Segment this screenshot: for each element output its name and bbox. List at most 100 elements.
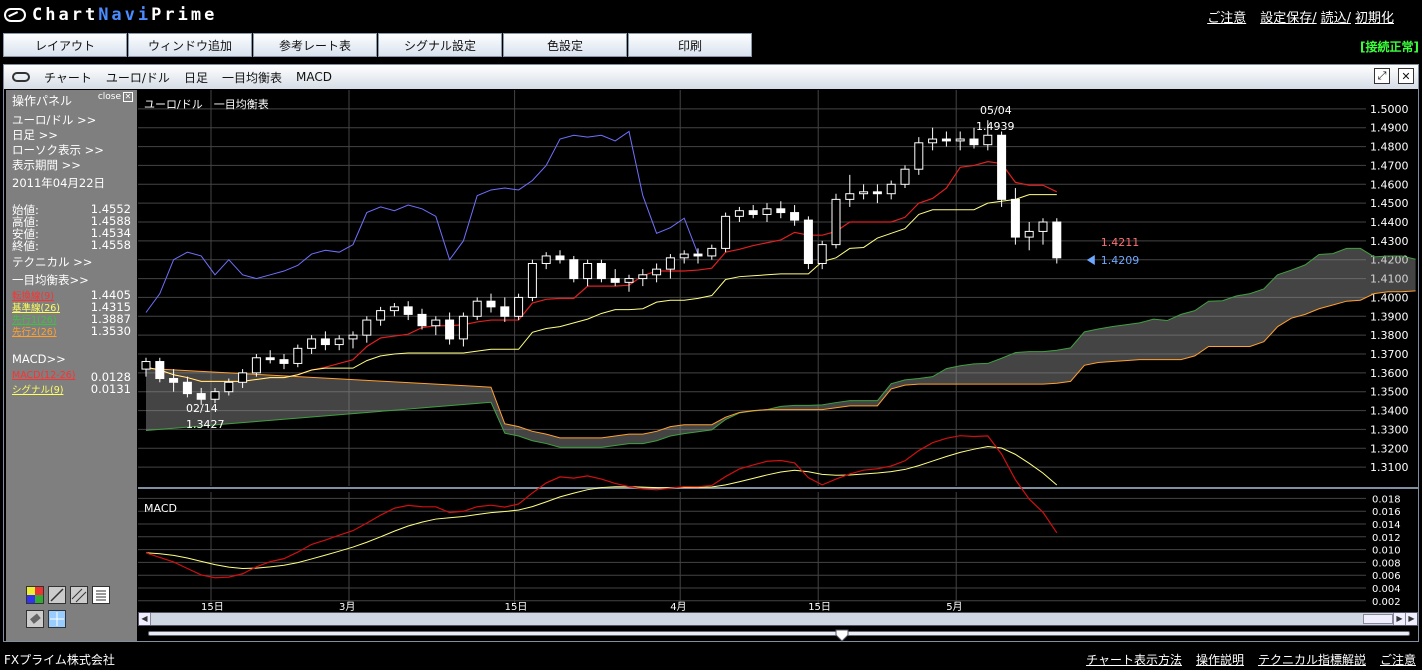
print-button[interactable]: 印刷 — [628, 33, 752, 57]
candle-body — [596, 262, 606, 280]
macd-label: MACD(12-26) — [12, 370, 76, 381]
candle-body — [555, 255, 565, 261]
price-tick-label: 1.3800 — [1370, 329, 1409, 342]
price-tick-label: 1.5000 — [1370, 103, 1409, 116]
candle-body — [665, 257, 675, 270]
timeframe-link[interactable]: 日足 >> — [12, 128, 58, 142]
candle-body — [734, 210, 744, 217]
scroll-end-icon[interactable]: ▶ — [1405, 613, 1417, 625]
parallel-line-icon[interactable] — [70, 586, 88, 604]
title-indicator: 一目均衡表 — [221, 70, 282, 85]
close-label: 終値: — [12, 239, 39, 253]
main-plot-bg — [138, 90, 1418, 488]
candle-body — [320, 338, 330, 346]
text-tool-icon[interactable] — [92, 586, 110, 604]
slider-handle[interactable] — [835, 627, 849, 642]
candle-body — [610, 278, 620, 283]
candle-body — [224, 381, 234, 393]
caution-link[interactable]: ご注意 — [1207, 11, 1247, 26]
candle-body — [527, 262, 537, 298]
technical-link[interactable]: テクニカル >> — [12, 255, 93, 269]
date-tick-label: 5月 — [946, 601, 962, 612]
scroll-thumb[interactable] — [1363, 614, 1393, 624]
save-settings-link[interactable]: 設定保存/ — [1260, 11, 1317, 26]
date-tick-label: 15日 — [808, 602, 831, 612]
price-tick-label: 1.4900 — [1370, 122, 1409, 135]
senkou-span2-line — [145, 290, 1416, 439]
candle-body — [679, 253, 689, 259]
price-tick-label: 1.4800 — [1370, 141, 1409, 154]
candle-body — [583, 262, 593, 280]
add-window-button[interactable]: ウィンドウ追加 — [128, 33, 252, 57]
chart-scrollbar[interactable]: ◀ ▶ ▶ — [138, 612, 1418, 626]
connection-status: [接続正常] — [1360, 40, 1419, 54]
macd-line — [145, 435, 1058, 579]
macd-link[interactable]: MACD>> — [12, 352, 66, 366]
high-value: 1.4588 — [90, 214, 131, 228]
operation-help-link[interactable]: 操作説明 — [1195, 653, 1244, 667]
macd-tick-label: 0.014 — [1372, 520, 1401, 531]
senkou2-value: 1.3530 — [90, 324, 131, 338]
restore-icon[interactable]: ⤢ — [1374, 68, 1390, 84]
candle-body — [983, 134, 993, 146]
candle-body — [431, 319, 441, 327]
last-price-marker — [1086, 255, 1095, 265]
candle-body — [210, 391, 220, 400]
candle-body — [707, 247, 717, 257]
signal-settings-button[interactable]: シグナル設定 — [378, 33, 502, 57]
price-tick-label: 1.3100 — [1370, 461, 1409, 474]
palette-icon[interactable] — [26, 586, 44, 604]
candle-body — [1038, 221, 1048, 232]
candle-body — [859, 191, 869, 195]
reference-rate-button[interactable]: 参考レート表 — [253, 33, 377, 57]
scroll-left-icon[interactable]: ◀ — [139, 613, 151, 625]
candle-body — [831, 198, 841, 246]
signal-value: 0.0131 — [90, 382, 131, 396]
last-price-label: 1.4209 — [1101, 254, 1140, 267]
load-link[interactable]: 読込/ — [1320, 11, 1351, 26]
candle-body — [914, 142, 924, 170]
caution-footer-link[interactable]: ご注意 — [1379, 653, 1416, 667]
panel-close-button[interactable]: close ✕ — [98, 92, 133, 102]
period-link[interactable]: 表示期間 >> — [12, 158, 81, 172]
candle-body — [238, 372, 248, 383]
zoom-slider[interactable] — [138, 627, 1418, 642]
technical-help-link[interactable]: テクニカル指標解説 — [1257, 653, 1366, 667]
chart-canvas[interactable]: 1.5000 1.4900 1.4800 1.4700 1.4600 1.4500 1.44… — [138, 90, 1418, 612]
macd-tick-label: 0.018 — [1372, 494, 1401, 505]
crosshair-icon[interactable] — [48, 610, 66, 628]
low-label: 安値: — [12, 227, 39, 241]
senkou2-label: 先行2(26) — [12, 327, 57, 338]
senkou1-label: 先行1(26) — [12, 315, 57, 326]
signal-line — [145, 446, 1058, 569]
price-tick-label: 1.3600 — [1370, 367, 1409, 380]
price-tick-label: 1.4300 — [1370, 235, 1409, 248]
macd-tick-label: 0.010 — [1372, 546, 1401, 557]
chart-window-titlebar[interactable]: チャート ユーロ/ドル 日足 一目均衡表 MACD — [4, 65, 1418, 89]
close-icon[interactable]: ✕ — [1398, 68, 1414, 84]
macd-tick-label: 0.016 — [1372, 507, 1401, 518]
ichimoku-link[interactable]: 一目均衡表>> — [12, 273, 89, 287]
tenkan-label: 転換線(9) — [12, 291, 54, 302]
scroll-right-icon[interactable]: ▶ — [1393, 613, 1405, 625]
eraser-icon[interactable] — [26, 610, 44, 628]
color-settings-button[interactable]: 色設定 — [503, 33, 627, 57]
app-logo: ChartNaviPrime — [4, 4, 217, 26]
slider-track — [148, 631, 1410, 636]
price-tick-label: 1.4500 — [1370, 197, 1409, 210]
candle-body — [251, 357, 261, 374]
chart-display-help-link[interactable]: チャート表示方法 — [1086, 653, 1182, 667]
line-tool-icon[interactable] — [48, 586, 66, 604]
macd-tick-label: 0.008 — [1372, 558, 1401, 569]
panel-date: 2011年04月22日 — [12, 176, 106, 190]
pair-link[interactable]: ユーロ/ドル >> — [12, 113, 97, 127]
candle-link[interactable]: ローソク表示 >> — [12, 143, 104, 157]
initialize-link[interactable]: 初期化 — [1354, 11, 1394, 26]
candle-body — [955, 138, 965, 142]
layout-button[interactable]: レイアウト — [3, 33, 127, 57]
title-subindicator: MACD — [295, 70, 332, 84]
candle-body — [790, 212, 800, 221]
title-chart: チャート — [44, 70, 92, 85]
candle-body — [389, 306, 399, 312]
